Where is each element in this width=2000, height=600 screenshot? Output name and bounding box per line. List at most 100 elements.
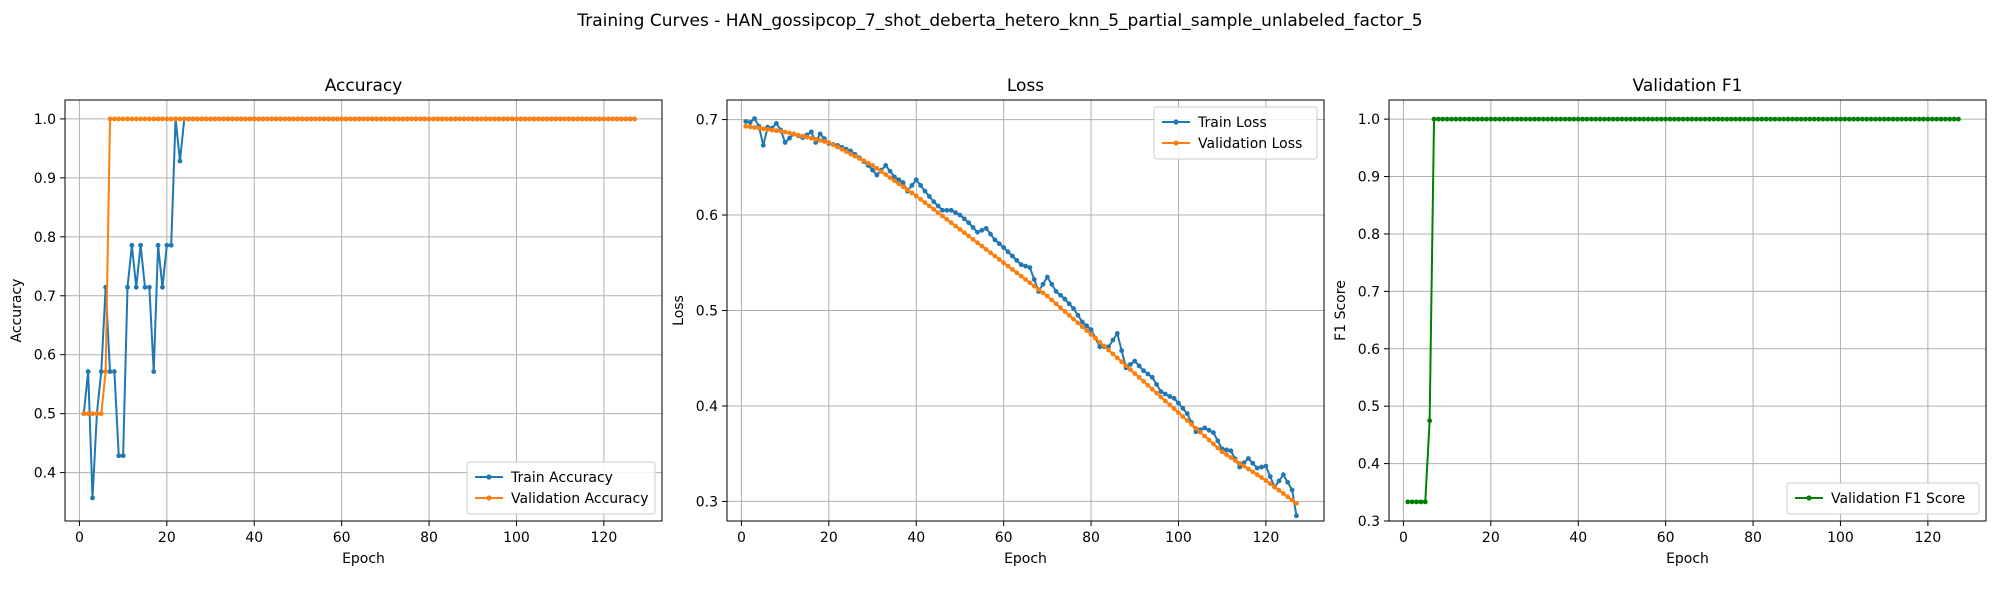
- data-point: [522, 116, 528, 122]
- data-point: [1497, 116, 1502, 122]
- data-point: [444, 116, 449, 122]
- data-point: [747, 124, 753, 130]
- data-point: [970, 225, 976, 230]
- data-point: [1741, 116, 1747, 122]
- data-point: [120, 116, 126, 122]
- series-validation-loss: [743, 123, 1299, 506]
- data-point: [597, 116, 602, 122]
- data-point: [1093, 335, 1098, 341]
- data-point: [1685, 116, 1690, 122]
- data-point: [190, 116, 196, 122]
- data-point: [1824, 116, 1830, 122]
- data-point: [1075, 320, 1081, 326]
- data-point: [1171, 406, 1177, 412]
- data-point: [1009, 253, 1015, 259]
- data-point: [1119, 359, 1125, 365]
- data-point: [1097, 344, 1103, 350]
- x-tick-label: 120: [1253, 530, 1280, 546]
- data-point: [940, 213, 945, 219]
- data-point: [870, 162, 875, 168]
- data-point: [1785, 116, 1791, 122]
- data-point: [1211, 441, 1216, 447]
- data-point: [1881, 116, 1887, 122]
- data-point: [251, 116, 257, 122]
- data-point: [356, 116, 362, 122]
- data-point: [922, 188, 928, 194]
- data-point: [839, 146, 845, 152]
- data-point: [1899, 116, 1905, 122]
- data-point: [1009, 267, 1015, 272]
- data-point: [243, 116, 248, 122]
- legend-box: [466, 461, 656, 515]
- data-point: [216, 116, 222, 122]
- data-point: [1606, 116, 1612, 122]
- data-point: [992, 253, 998, 259]
- data-point: [1071, 316, 1076, 322]
- data-point: [125, 116, 130, 122]
- data-point: [98, 369, 104, 374]
- legend-box: [1786, 482, 1980, 515]
- data-point: [155, 242, 161, 248]
- data-point: [1422, 499, 1428, 505]
- data-point: [787, 130, 792, 136]
- data-point: [1501, 116, 1507, 122]
- data-point: [1925, 116, 1931, 122]
- data-point: [247, 116, 253, 122]
- data-point: [835, 144, 840, 150]
- data-point: [874, 166, 880, 171]
- data-point: [1938, 116, 1944, 122]
- legend: Validation F1 Score: [1786, 482, 1980, 515]
- data-point: [1241, 463, 1247, 469]
- data-point: [1101, 343, 1107, 349]
- legend-marker: [486, 474, 492, 480]
- data-point: [1162, 398, 1168, 404]
- data-point: [1838, 116, 1843, 122]
- data-point: [865, 160, 871, 166]
- data-point: [1667, 116, 1673, 122]
- data-point: [1114, 331, 1120, 336]
- axes-frame: [64, 99, 663, 522]
- data-point: [1781, 116, 1787, 122]
- data-point: [1877, 116, 1883, 122]
- data-point: [1001, 260, 1007, 266]
- data-point: [164, 116, 170, 122]
- data-point: [282, 116, 288, 122]
- data-point: [1106, 347, 1111, 353]
- data-point: [848, 151, 854, 157]
- data-point: [562, 116, 567, 122]
- data-point: [81, 411, 87, 417]
- data-point: [830, 142, 836, 148]
- data-point: [1211, 430, 1216, 436]
- data-point: [107, 369, 113, 374]
- data-point: [905, 187, 910, 193]
- x-tick-label: 0: [737, 530, 746, 546]
- data-point: [1527, 116, 1533, 122]
- data-point: [1232, 457, 1238, 463]
- data-point: [413, 116, 419, 122]
- data-point: [426, 116, 432, 122]
- data-point: [1071, 306, 1076, 311]
- data-point: [1711, 116, 1717, 122]
- y-tick-label: 0.6: [1358, 342, 1380, 358]
- data-point: [756, 125, 762, 131]
- data-point: [1794, 116, 1800, 122]
- data-point: [1053, 289, 1059, 294]
- data-point: [787, 135, 792, 141]
- data-point: [1571, 116, 1577, 122]
- data-point: [1184, 411, 1190, 417]
- data-point: [1650, 116, 1655, 122]
- data-point: [1444, 116, 1450, 122]
- data-point: [935, 203, 941, 209]
- data-point: [1119, 348, 1125, 353]
- data-point: [203, 116, 209, 122]
- data-point: [800, 133, 806, 139]
- data-point: [1912, 116, 1918, 122]
- data-point: [229, 116, 235, 122]
- data-point: [343, 116, 349, 122]
- data-point: [1763, 116, 1769, 122]
- data-point: [400, 116, 406, 122]
- data-point: [1158, 389, 1164, 395]
- data-point: [1929, 116, 1935, 122]
- data-point: [291, 116, 296, 122]
- data-point: [1628, 116, 1634, 122]
